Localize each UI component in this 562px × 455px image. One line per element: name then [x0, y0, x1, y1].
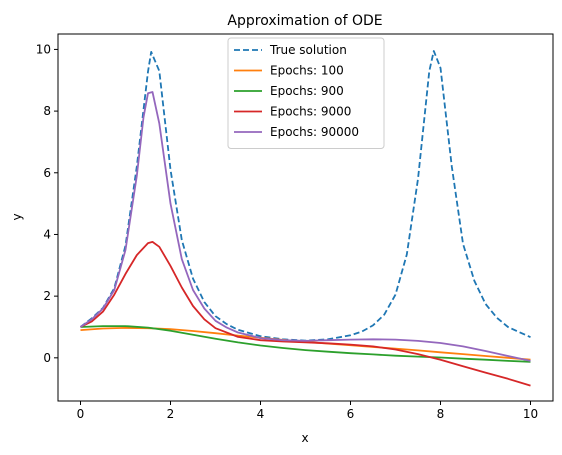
- x-tick-label: 0: [77, 407, 85, 421]
- x-tick-label: 2: [167, 407, 175, 421]
- legend-label-4: Epochs: 90000: [270, 125, 359, 139]
- chart-title: Approximation of ODE: [227, 13, 382, 29]
- y-tick-label: 8: [43, 104, 51, 118]
- x-tick-label: 4: [257, 407, 265, 421]
- y-tick-label: 6: [43, 166, 51, 180]
- y-tick-label: 4: [43, 227, 51, 241]
- x-tick-label: 6: [347, 407, 355, 421]
- x-tick-label: 8: [437, 407, 445, 421]
- y-tick-label: 10: [36, 42, 51, 56]
- legend-label-3: Epochs: 9000: [270, 105, 351, 119]
- legend-label-1: Epochs: 100: [270, 64, 344, 78]
- y-tick-label: 2: [43, 289, 51, 303]
- legend-label-0: True solution: [269, 43, 347, 57]
- x-axis-label: x: [301, 431, 308, 445]
- x-tick-label: 10: [523, 407, 538, 421]
- legend-label-2: Epochs: 900: [270, 84, 344, 98]
- legend: True solution Epochs: 100 Epochs: 900 Epoch…: [228, 38, 384, 149]
- y-axis-label: y: [10, 213, 24, 220]
- y-tick-label: 0: [43, 351, 51, 365]
